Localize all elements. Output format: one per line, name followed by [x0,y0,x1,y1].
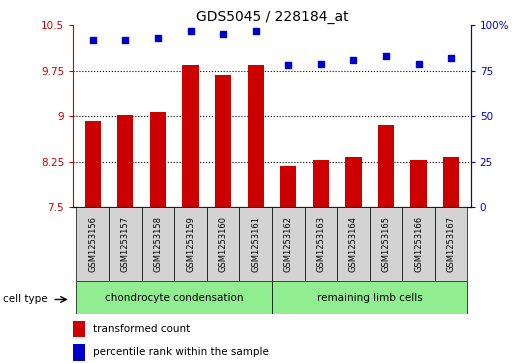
Bar [174,207,207,281]
Text: GSM1253162: GSM1253162 [284,216,293,272]
Text: GSM1253165: GSM1253165 [381,216,391,272]
Bar [109,207,142,281]
Point [219,32,228,37]
Text: GSM1253166: GSM1253166 [414,216,423,272]
Point [154,35,162,41]
Text: GSM1253164: GSM1253164 [349,216,358,272]
Bar [85,121,101,207]
Bar [247,65,264,207]
Text: transformed count: transformed count [93,323,190,334]
Bar [280,166,297,207]
Bar [304,207,337,281]
Bar [150,112,166,207]
Text: GSM1253157: GSM1253157 [121,216,130,272]
Bar [76,281,272,314]
Point [316,61,325,66]
Text: chondrocyte condensation: chondrocyte condensation [105,293,244,303]
Bar [370,207,402,281]
Bar [337,207,370,281]
Point [252,28,260,34]
Bar [378,125,394,207]
Bar [117,115,133,207]
Text: GSM1253167: GSM1253167 [447,216,456,272]
Point [284,62,292,68]
Bar [345,157,361,207]
Bar [215,75,231,207]
Text: GSM1253161: GSM1253161 [251,216,260,272]
Text: GSM1253159: GSM1253159 [186,216,195,272]
Text: percentile rank within the sample: percentile rank within the sample [93,347,269,357]
Point [88,37,97,43]
Text: GSM1253156: GSM1253156 [88,216,97,272]
Title: GDS5045 / 228184_at: GDS5045 / 228184_at [196,11,348,24]
Bar [313,160,329,207]
Bar [240,207,272,281]
Point [349,57,358,63]
Bar [411,160,427,207]
Text: GSM1253160: GSM1253160 [219,216,228,272]
Bar [402,207,435,281]
Bar [183,65,199,207]
Bar [272,281,468,314]
Point [121,37,130,43]
Bar [435,207,468,281]
Bar [272,207,304,281]
Text: GSM1253163: GSM1253163 [316,216,325,272]
Text: GSM1253158: GSM1253158 [153,216,163,272]
Point [186,28,195,34]
Bar [73,321,85,337]
Point [414,61,423,66]
Text: cell type: cell type [3,294,47,305]
Point [447,55,456,61]
Bar [73,344,85,361]
Text: remaining limb cells: remaining limb cells [317,293,423,303]
Point [382,53,390,59]
Bar [76,207,109,281]
Bar [443,157,459,207]
Bar [207,207,240,281]
Bar [142,207,174,281]
